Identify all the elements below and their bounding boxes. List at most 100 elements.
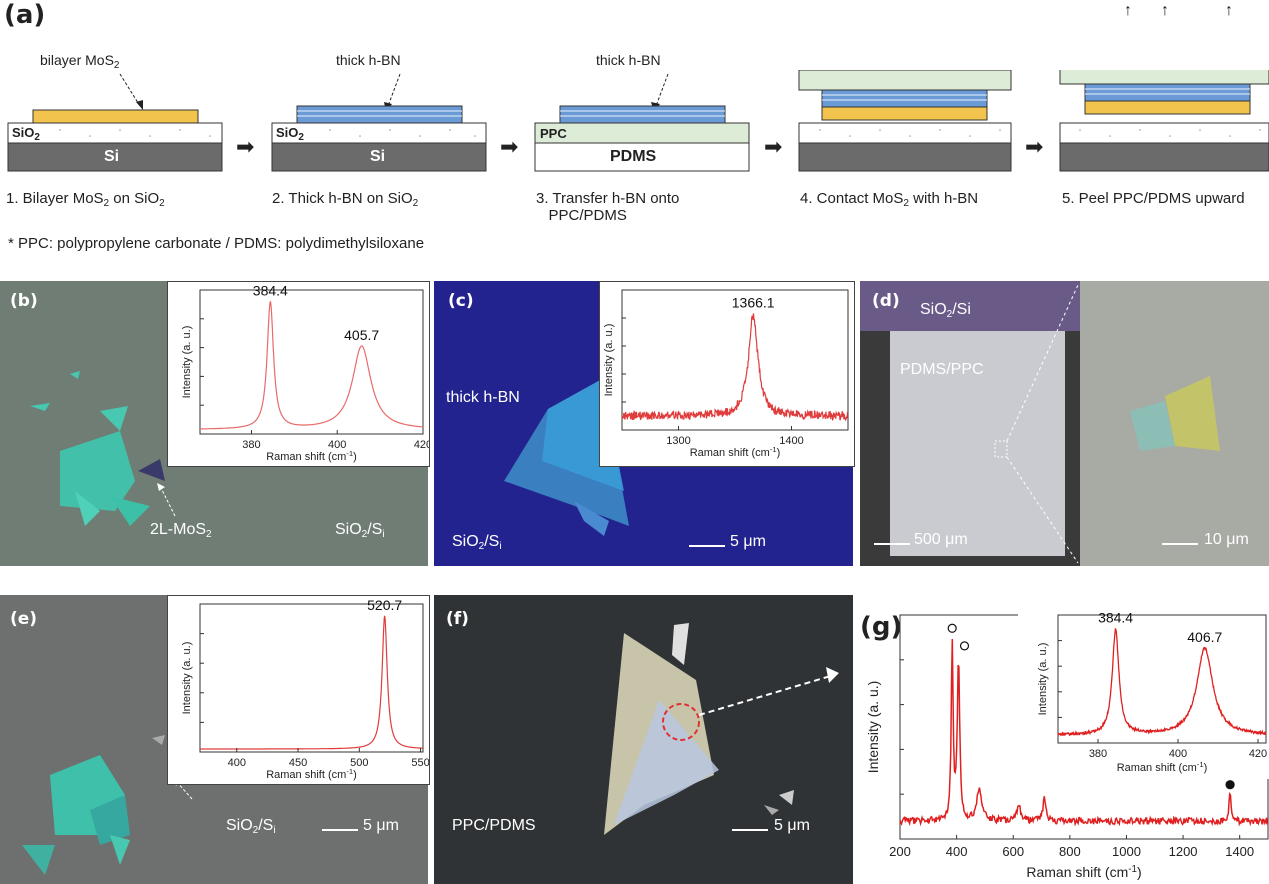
chart-g-inset: 380 400 420 384.4 406.7 Raman shift (cm-1) Int… [1018,609,1269,779]
plot-frame [1057,614,1267,744]
pointer-line [119,73,141,107]
y-axis-label: Intensity (a. u.) [181,326,193,399]
x-tick-label: 1300 [666,435,690,447]
filled-circle-marker [1225,780,1235,790]
panel-f-substrate-label: PPC/PDMS [452,817,536,834]
sio2-label-1: SiO2 [12,125,40,143]
panel-e-letter: (e) [10,609,38,629]
chart-e-svg: 400 450 500 550 520.7 Raman shift (cm-1) Inten… [181,597,430,782]
panel-d-scale-left: 500 μm [914,531,968,548]
x-tick-label: 380 [242,439,260,451]
step-5-caption: 5. Peel PPC/PDMS upward [1062,190,1245,207]
panel-f-scale-label: 5 μm [774,817,810,834]
sio2-label-2: SiO2 [276,125,304,143]
chart-g-svg: 200 400 600 800 1000 1200 1400 Raman shift (cm-… [865,609,1269,881]
panel-d-left-micrograph: (d) SiO2/Si PDMS/PPC 500 μm [860,281,1080,566]
x-tick-label: 600 [1002,844,1024,859]
scale-bar [732,829,768,831]
ppc-layer [534,122,750,144]
spectrum-line [200,615,423,750]
panel-b-letter: (b) [10,291,38,311]
step-arrow-icon: ➡ [500,134,519,159]
chart-c-svg: 1300 1400 1366.1 Raman shift (cm-1) Intensit… [603,289,849,460]
ppc-label: PPC [540,126,567,141]
panel-g-letter: (g) [860,612,903,642]
footnote: * PPC: polypropylene carbonate / PDMS: p… [8,235,425,252]
x-axis-label: Raman shift (cm-1) [1117,760,1208,775]
pdms-layer [534,142,750,172]
panel-e-flakes [22,735,165,875]
pdms-label: PDMS [610,148,657,165]
sio2-layer [7,122,223,144]
panel-d-scale-right: 10 μm [1204,531,1249,548]
open-circle-marker [947,623,957,633]
sio2-dot-texture [59,129,1261,137]
x-tick-label: 200 [889,844,911,859]
peak-label: 384.4 [1098,610,1133,626]
x-tick-label: 1000 [1112,844,1141,859]
x-axis-label: Raman shift (cm-1) [266,449,357,464]
panel-f-micrograph: (f) PPC/PDMS 5 μm [434,595,853,884]
si-label-1: Si [104,148,120,165]
x-axis-label: Raman shift (cm-1) [266,767,357,782]
thick-hbn-label-3: thick h-BN [596,52,661,68]
thick-hbn-label-2: thick h-BN [336,52,401,68]
y-axis-label: Intensity (a. u.) [1037,643,1049,716]
step-arrow-icon: ➡ [236,134,255,159]
x-tick-label: 1200 [1169,844,1198,859]
bilayer-mos2-label: bilayer MoS2 [40,52,120,71]
x-tick-label: 400 [1169,748,1187,760]
measurement-spot [662,703,700,741]
panel-b-substrate-label: SiO2/Si [335,521,385,540]
y-axis-label: Intensity (a. u.) [603,324,615,397]
x-tick-label: 400 [328,439,346,451]
x-tick-label: 450 [289,757,307,769]
zoom-guide-lines [994,284,1079,564]
step-arrow-icon: ➡ [764,134,783,159]
inset-background [1018,609,1269,779]
panel-b-flakes [30,371,165,526]
scale-bar [689,545,725,547]
panel-c-letter: (c) [448,291,474,311]
scale-bar [874,543,910,545]
sio2-si-region [860,281,1080,331]
x-tick-label: 800 [1059,844,1081,859]
2l-mos2-label: 2L-MoS2 [150,521,212,540]
panel-e-scale-label: 5 μm [363,817,399,834]
step-2-caption: 2. Thick h-BN on SiO2 [272,190,419,209]
panel-f-flake [604,623,839,835]
pointer-arrow-icon [157,483,176,517]
panel-d-flake [1130,376,1220,451]
peak-label: 405.7 [344,327,379,343]
x-tick-label: 380 [1089,748,1107,760]
step-4-caption: 4. Contact MoS2 with h-BN [800,190,979,209]
spectrum-line [899,638,1269,827]
x-axis-label: Raman shift (cm-1) [690,445,781,460]
peak-label: 384.4 [253,283,288,299]
panel-e-inset: 400 450 500 550 520.7 Raman shift (cm-1) Inten… [167,595,430,785]
mos2-layer [32,109,199,124]
panel-c-inset: 1300 1400 1366.1 Raman shift (cm-1) Intensit… [599,281,855,467]
step-arrow-icon: ➡ [1025,134,1044,159]
x-tick-label: 420 [1249,748,1267,760]
panel-d-letter: (d) [872,291,900,311]
peak-label: 1366.1 [732,294,775,310]
x-tick-label: 550 [411,757,429,769]
spectrum-line [621,313,849,422]
peak-label: 520.7 [367,597,402,613]
up-arrow-icon: ↑ [1161,2,1169,19]
panel-e-substrate-label: SiO2/Si [226,817,276,836]
scale-bar [1162,543,1198,545]
x-tick-label: 1400 [1225,844,1254,859]
plot-frame [621,289,849,431]
panel-c-scale-label: 5 μm [730,533,766,550]
pointer-arrowhead [136,100,143,110]
chart-b-svg: 380 400 420 384.4 405.7 Raman shift (cm-1) Int… [181,283,432,464]
spectrum-line [1057,628,1267,737]
x-tick-label: 400 [228,757,246,769]
spectrum-line [200,300,423,430]
panel-f-letter: (f) [446,609,469,629]
y-axis-label: Intensity (a. u.) [181,642,193,715]
x-tick-label: 420 [414,439,429,451]
x-axis-label: Raman shift (cm-1) [1026,864,1141,881]
